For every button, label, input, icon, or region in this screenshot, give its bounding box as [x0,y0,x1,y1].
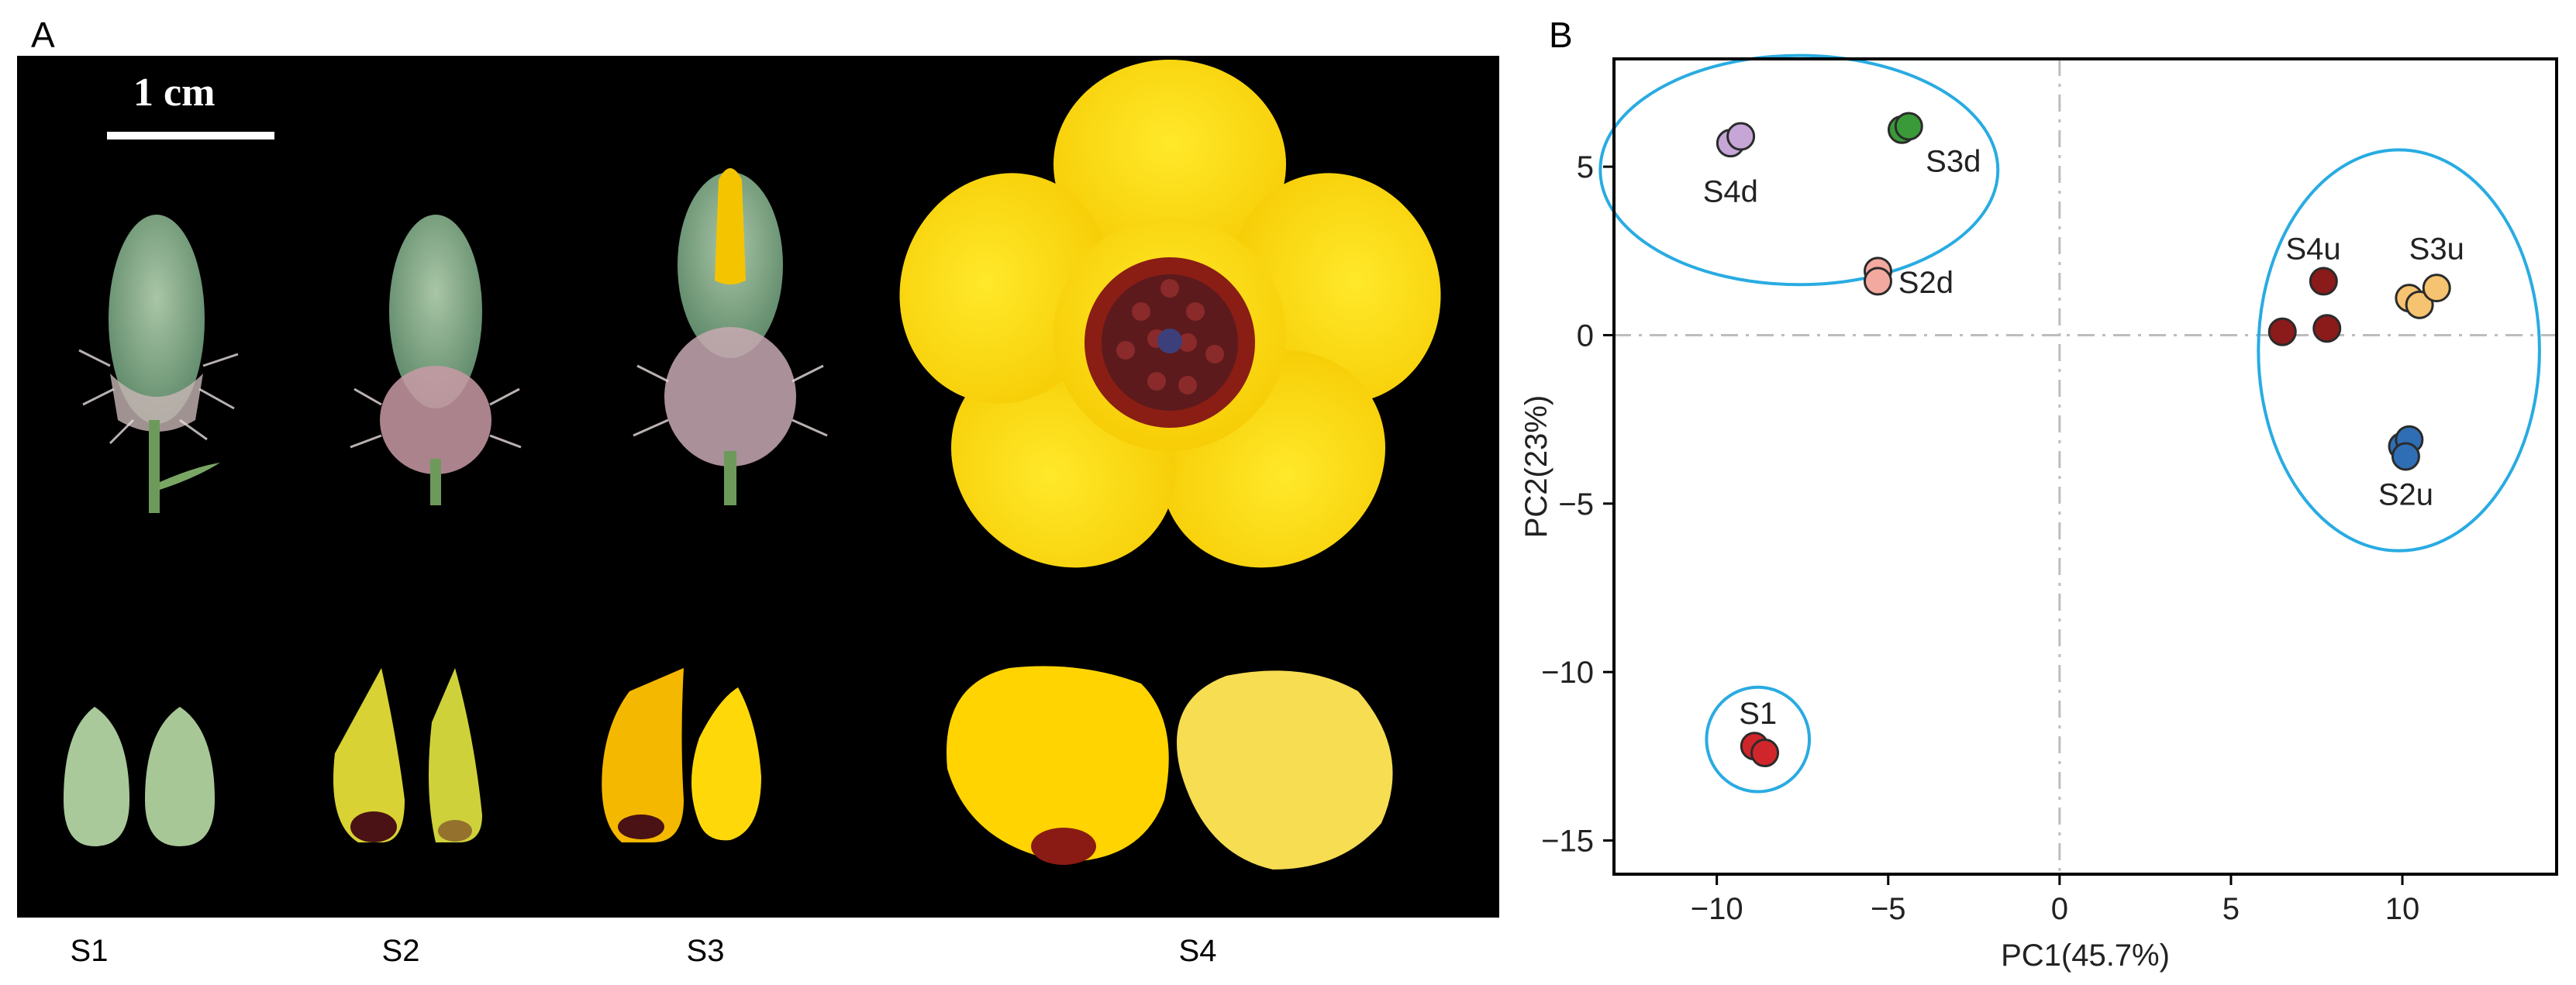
y-tick-label: −15 [1541,825,1594,859]
s3-petals [602,668,761,842]
point-s1-1 [1750,739,1780,768]
x-tick-label: −5 [1871,892,1906,926]
point-label-s2u: S2u [2378,478,2433,512]
y-tick-label: 5 [1577,150,1594,184]
x-tick-label: −10 [1691,892,1743,926]
s2-petals [333,668,482,842]
plot-frame [1612,57,2558,876]
point-label-s4d: S4d [1703,174,1758,208]
stage-label-s3: S3 [686,934,725,968]
s2-bud [350,215,522,505]
point-s4d-1 [1726,122,1756,151]
point-label-s4u: S4u [2285,232,2340,266]
x-tick-label: 10 [2385,892,2420,926]
s1-bud [78,215,239,513]
stage-label-s1: S1 [70,934,109,968]
point-s4u-2 [2312,314,2342,343]
y-tick-label: −10 [1541,656,1594,690]
point-label-s3d: S3d [1926,144,1981,178]
stage-label-s4: S4 [1178,934,1217,968]
flower-photo-panel: 1 cm [17,56,1499,918]
cluster-ellipse-0 [1598,53,2000,287]
s4-petals [947,666,1393,870]
point-s3u-2 [2422,274,2451,303]
x-tick-label: 5 [2223,892,2240,926]
point-s4u-0 [2267,317,2297,346]
y-tick-label: 0 [1577,319,1594,353]
y-tick-label: −5 [1558,487,1594,522]
point-s3u-1 [2405,290,2434,319]
reference-lines [1614,59,2557,874]
data-points [1716,112,2451,768]
panel-b-letter: B [1549,15,1573,55]
flower-illustration [64,60,1441,870]
cluster-ellipses [1598,53,2541,794]
stage-label-s2: S2 [381,934,420,968]
cluster-ellipse-2 [1705,685,1812,794]
s4-flower [899,60,1441,568]
point-label-s1: S1 [1739,697,1777,731]
panel-a-letter: A [31,15,55,55]
x-tick-label: 0 [2051,892,2068,926]
point-s4u-1 [2309,267,2338,296]
cluster-ellipse-1 [2257,148,2541,553]
x-axis-ticks: −10 −5 0 5 10 [1691,874,2420,926]
y-axis-label: PC2(23%) [1519,395,1554,539]
point-labels: S1 S2d S3d S4d S4u S3u S2u [1703,144,2464,731]
scale-bar [107,132,274,139]
s3-bud [633,168,828,505]
y-axis-ticks: 5 0 −5 −10 −15 [1541,150,1614,859]
point-s2u-2 [2391,442,2420,471]
point-label-s3u: S3u [2409,232,2464,266]
point-label-s2d: S2d [1898,266,1954,300]
point-s2d-1 [1863,267,1892,296]
x-axis-label: PC1(45.7%) [2001,939,2170,973]
s1-petals [64,707,215,846]
scale-bar-label: 1 cm [133,71,216,115]
point-s3d-1 [1894,112,1923,141]
